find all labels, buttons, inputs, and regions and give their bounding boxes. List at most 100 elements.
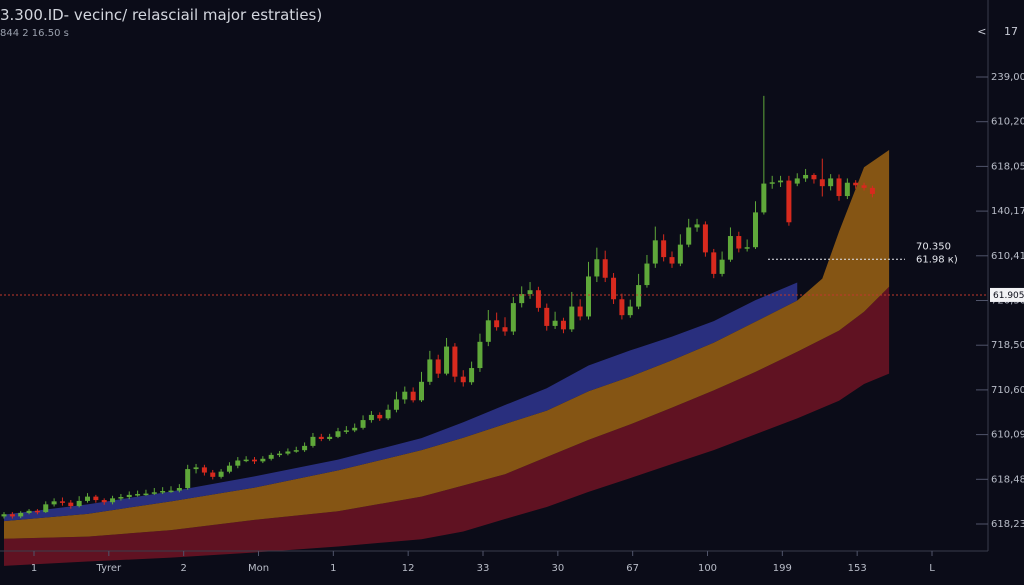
candle-body [869,187,875,194]
candle-body [753,212,758,248]
top-right-controls: < 17 [963,25,1018,38]
annotation-sub: 61.98 к) [916,254,958,265]
candle-body [510,303,516,332]
candle-body [168,490,174,493]
candle-body [769,182,775,184]
y-tick-label: 239,005 [991,72,1024,83]
candle-body [485,320,491,342]
candle-body [252,459,257,462]
x-tick-label: 100 [698,563,717,574]
candle-body [552,320,558,326]
candle-body [853,182,859,186]
x-tick-label: Tyrer [96,563,123,574]
candle-body [836,178,842,197]
candle-body [719,259,725,274]
candle-body [786,180,792,223]
candle-body [393,399,399,410]
candle-body [201,467,207,473]
y-tick-label: 718,50 [991,340,1024,351]
candle-body [318,436,324,439]
y-tick-label: 618,48 [991,474,1024,485]
x-tick-label: 199 [773,563,792,574]
candle-body [794,178,800,184]
nav-left-button[interactable]: < [977,25,987,38]
candle-body [652,240,658,264]
x-axis-ticks: 1 Tyrer 2 Mon 1 12 33 30 67 100 199 153 L [31,551,935,574]
candle-body [327,436,333,439]
candle-body [694,224,700,228]
candle-body [235,460,241,466]
candle-body [410,391,416,401]
candle-body [76,500,82,507]
candle-body [803,174,809,179]
y-tick-label: 618,23 [991,519,1024,530]
y-tick-label: 610,41 [991,251,1024,262]
x-tick-label: 1 [330,563,336,574]
x-tick-label: Mon [248,563,269,574]
candle-body [68,502,74,507]
y-tick-label: 710,60 [991,385,1024,396]
candle-body [218,471,224,477]
timeframe-label[interactable]: 17 [1004,25,1018,38]
x-tick-label: 67 [626,563,639,574]
candle-body [811,174,817,180]
candle-body [611,277,617,300]
candle-body [151,492,157,494]
candle-body [636,285,642,307]
candle-body [761,183,767,213]
x-tick-label: 30 [551,563,564,574]
current-price-tag [990,287,1024,302]
candle-body [34,510,40,513]
candle-body [193,467,199,470]
candle-body [469,368,475,383]
candle-body [519,294,525,304]
x-tick-label: L [929,563,935,574]
annotation-price: 70.350 [916,241,951,252]
candle-body [402,391,408,400]
candle-body [819,179,825,187]
y-tick-label: 610,09 [991,430,1024,441]
candle-body [560,320,566,330]
candle-body [260,458,266,462]
candle-body [26,510,32,513]
candle-body [343,430,349,432]
candle-body [644,263,650,286]
y-tick-label: 618,05 [991,161,1024,172]
candle-body [385,409,391,419]
candle-body [527,290,533,295]
candle-body [460,376,466,383]
candle-body [293,450,299,452]
candle-body [226,465,232,472]
candle-body [535,290,541,308]
candle-body [85,496,90,501]
y-tick-label: 610,20 [991,117,1024,128]
candle-body [160,491,166,493]
candle-body [185,469,191,489]
candle-body [586,276,591,317]
candle-body [360,420,366,428]
band-orange [4,150,890,539]
band-red [4,286,890,566]
current-price-value: 61.905 [993,291,1024,301]
candle-body [143,493,149,496]
candle-body [368,414,374,421]
x-tick-label: 153 [848,563,867,574]
candle-body [243,459,249,462]
candle-body [419,381,424,401]
candle-body [126,494,132,498]
candle-body [544,307,550,326]
candle-body [602,259,608,278]
candle-body [619,299,625,316]
candle-body [444,346,450,374]
candle-body [502,327,508,332]
candle-body [335,431,341,437]
candle-body [435,359,441,374]
candle-body [18,512,24,517]
candle-body [135,494,141,496]
candle-body [736,236,742,249]
x-tick-label: 1 [31,563,37,574]
x-tick-label: 33 [477,563,490,574]
candle-body [828,178,834,187]
candle-body [594,259,600,277]
